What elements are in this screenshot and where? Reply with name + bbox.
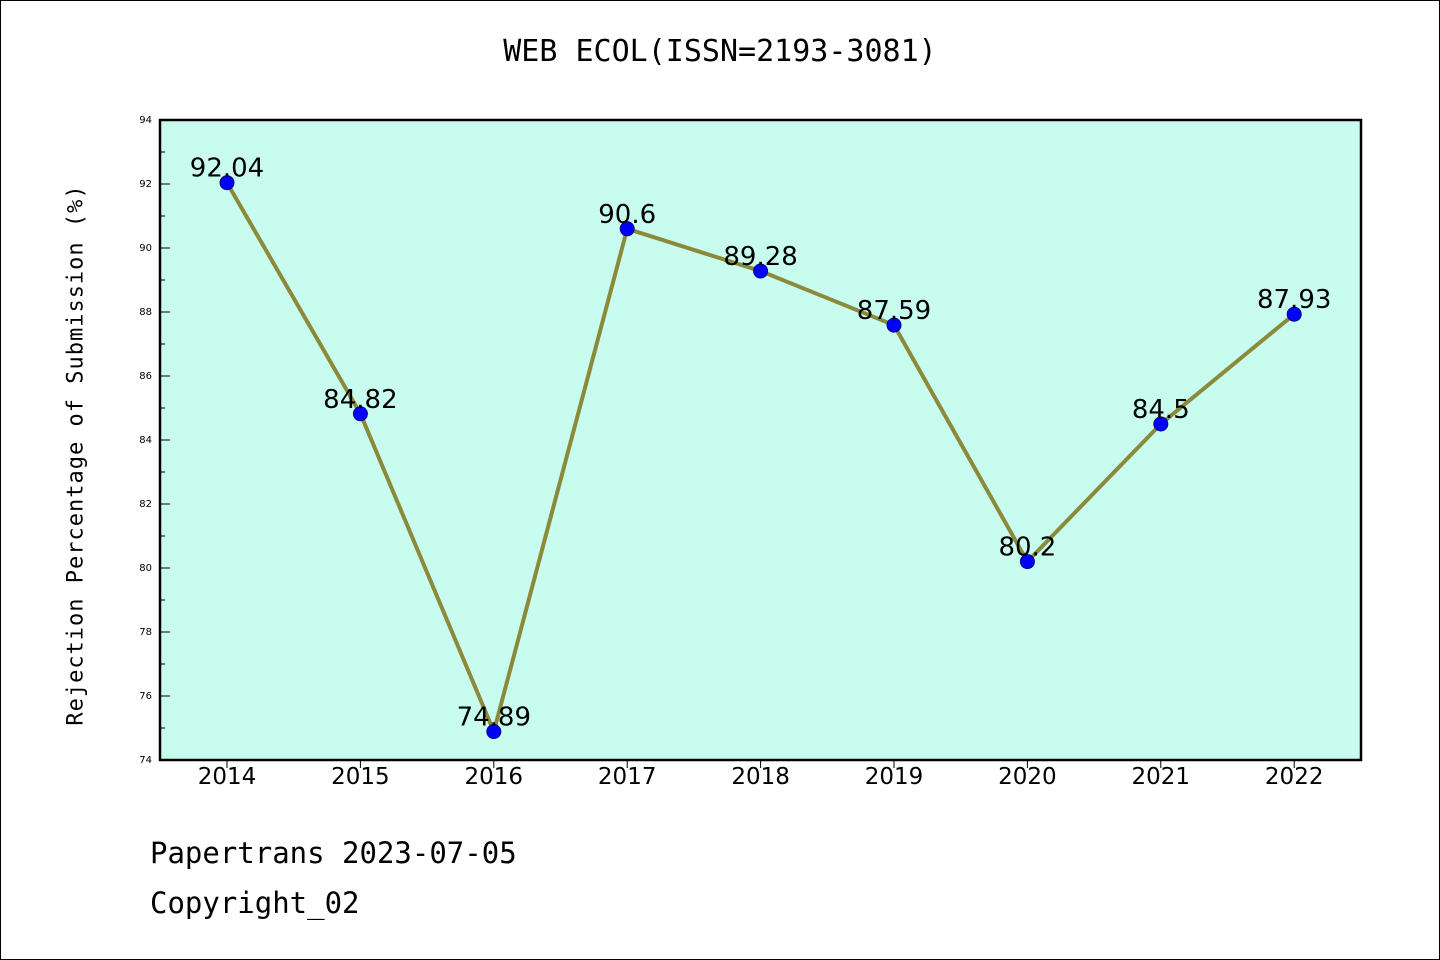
x-axis: 2014 2015 2016 2017 2018 2019 2020 2021 2022 [198, 760, 1324, 790]
data-point-2014 [219, 175, 235, 191]
y-tick-label-86: 86 [139, 371, 152, 382]
data-label-2015: 84.82 [323, 385, 397, 415]
data-label-2020: 80.2 [998, 533, 1056, 563]
data-label-2021: 84.5 [1132, 395, 1190, 425]
data-label-2016: 74.89 [457, 703, 531, 733]
data-point-2017 [619, 221, 635, 237]
y-tick-label-76: 76 [139, 691, 152, 702]
y-tick-label-84: 84 [139, 435, 152, 446]
plot-area [160, 120, 1361, 760]
data-label-2017: 90.6 [598, 200, 656, 230]
footer-copyright: Copyright_02 [150, 886, 360, 920]
data-point-2018 [753, 263, 769, 279]
y-tick-label-80: 80 [139, 563, 152, 574]
data-label-2022: 87.93 [1257, 285, 1331, 315]
y-tick-label-74: 74 [139, 755, 152, 766]
data-label-2014: 92.04 [190, 154, 264, 184]
markers-group [219, 175, 1302, 740]
x-tick-label-2021: 2021 [1132, 764, 1191, 790]
plot-border [158, 118, 1363, 762]
x-tick-label-2016: 2016 [465, 764, 524, 790]
footer-date: Papertrans 2023-07-05 [150, 836, 517, 870]
x-tick-label-2017: 2017 [598, 764, 657, 790]
chart-title: WEB ECOL(ISSN=2193-3081) [503, 34, 937, 69]
data-point-2015 [352, 406, 368, 422]
y-tick-label-88: 88 [139, 307, 152, 318]
y-tick-label-94: 94 [139, 115, 152, 126]
x-tick-label-2018: 2018 [731, 764, 790, 790]
data-point-2021 [1153, 416, 1169, 432]
data-point-2016 [486, 724, 502, 740]
x-tick-label-2019: 2019 [865, 764, 924, 790]
data-labels-group: 92.04 84.82 74.89 90.6 89.28 87.59 80.2 84.5 87.… [190, 154, 1332, 733]
y-tick-label-92: 92 [139, 179, 152, 190]
x-tick-label-2022: 2022 [1265, 764, 1324, 790]
x-tick-label-2014: 2014 [198, 764, 257, 790]
y-tick-label-90: 90 [139, 243, 152, 254]
x-tick-label-2015: 2015 [331, 764, 390, 790]
x-tick-label-2020: 2020 [998, 764, 1057, 790]
data-point-2019 [886, 317, 902, 333]
y-tick-label-82: 82 [139, 499, 152, 510]
data-label-2019: 87.59 [857, 296, 931, 326]
data-point-2020 [1019, 554, 1035, 570]
data-point-2022 [1286, 306, 1302, 322]
y-tick-label-78: 78 [139, 627, 152, 638]
data-label-2018: 89.28 [723, 242, 797, 272]
